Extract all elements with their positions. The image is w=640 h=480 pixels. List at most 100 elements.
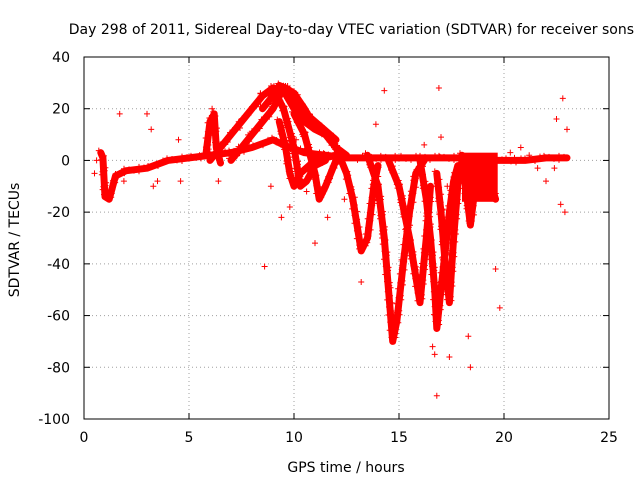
data-point <box>405 233 412 239</box>
data-point <box>445 277 452 284</box>
data-point <box>342 176 349 183</box>
data-point <box>101 175 108 182</box>
data-point <box>384 296 391 303</box>
data-point <box>425 241 432 248</box>
data-point <box>423 202 430 209</box>
data-point <box>341 164 348 171</box>
data-point <box>431 267 438 274</box>
data-point <box>417 159 424 166</box>
data-point <box>294 172 301 179</box>
data-point <box>410 199 417 206</box>
x-tick-label: 10 <box>285 430 303 446</box>
data-point <box>252 126 259 133</box>
data-point <box>430 296 437 303</box>
x-tick-label: 25 <box>600 430 618 446</box>
data-point <box>420 245 427 252</box>
data-point <box>427 185 434 192</box>
data-point <box>338 154 345 161</box>
data-point <box>241 113 248 120</box>
data-point <box>263 100 270 107</box>
outlier-point <box>293 136 300 143</box>
data-point <box>422 189 429 196</box>
data-point <box>365 154 372 161</box>
data-point <box>492 190 499 197</box>
data-point <box>463 205 470 212</box>
data-point <box>382 154 389 161</box>
data-point <box>99 186 106 193</box>
data-point <box>404 220 411 227</box>
outlier-point <box>429 343 436 350</box>
data-point <box>298 125 305 132</box>
data-point <box>388 308 395 315</box>
data-point <box>425 209 432 216</box>
data-point <box>248 128 255 135</box>
data-point <box>98 156 105 163</box>
data-point <box>223 137 230 144</box>
outlier-point <box>148 126 155 133</box>
data-point <box>398 153 404 160</box>
data-point <box>346 182 352 189</box>
data-point <box>266 113 273 120</box>
data-point <box>260 142 266 149</box>
data-point <box>461 190 468 197</box>
data-point <box>431 264 438 271</box>
data-point <box>366 161 373 168</box>
data-point <box>421 198 428 205</box>
data-point <box>206 115 213 122</box>
outlier-point <box>324 214 331 221</box>
data-point <box>245 112 252 119</box>
data-point <box>262 115 269 122</box>
data-point <box>254 99 260 106</box>
data-point <box>212 112 219 119</box>
data-point <box>160 157 166 164</box>
data-point <box>305 141 312 148</box>
data-point <box>537 153 543 160</box>
data-point <box>439 206 446 213</box>
data-point <box>356 223 363 230</box>
data-point <box>405 224 412 231</box>
data-point <box>348 186 355 193</box>
data-point <box>386 159 393 166</box>
data-point <box>306 144 313 151</box>
data-point <box>362 150 369 157</box>
data-point <box>413 166 420 173</box>
data-point <box>299 181 306 188</box>
data-point <box>283 150 290 157</box>
data-point <box>465 155 471 162</box>
data-point <box>561 153 567 160</box>
data-point <box>285 168 292 175</box>
y-tick-label: -40 <box>47 257 70 273</box>
data-point <box>399 277 406 284</box>
data-point <box>424 194 431 201</box>
data-point <box>286 126 293 133</box>
data-points <box>91 80 570 399</box>
data-point <box>479 166 485 173</box>
data-point <box>382 263 389 270</box>
data-point <box>432 279 439 286</box>
data-point <box>427 248 434 255</box>
data-point <box>257 103 264 110</box>
data-point <box>403 155 409 162</box>
data-point <box>412 184 419 191</box>
data-point <box>430 288 437 295</box>
data-point <box>318 125 324 132</box>
data-point <box>213 125 220 132</box>
data-point <box>316 149 323 156</box>
data-point <box>424 228 431 235</box>
data-point <box>436 289 443 296</box>
data-point <box>417 286 424 293</box>
data-point <box>387 284 394 291</box>
outlier-point <box>278 214 285 221</box>
data-point <box>385 312 392 319</box>
data-point <box>518 156 524 163</box>
data-point <box>386 279 393 286</box>
data-point <box>226 155 232 162</box>
data-point <box>373 185 380 192</box>
data-point <box>392 173 399 180</box>
data-point <box>449 224 456 231</box>
outlier-point <box>120 178 127 185</box>
data-point <box>485 172 492 179</box>
outlier-point <box>372 121 379 128</box>
data-point <box>211 151 218 158</box>
data-point <box>326 129 332 136</box>
